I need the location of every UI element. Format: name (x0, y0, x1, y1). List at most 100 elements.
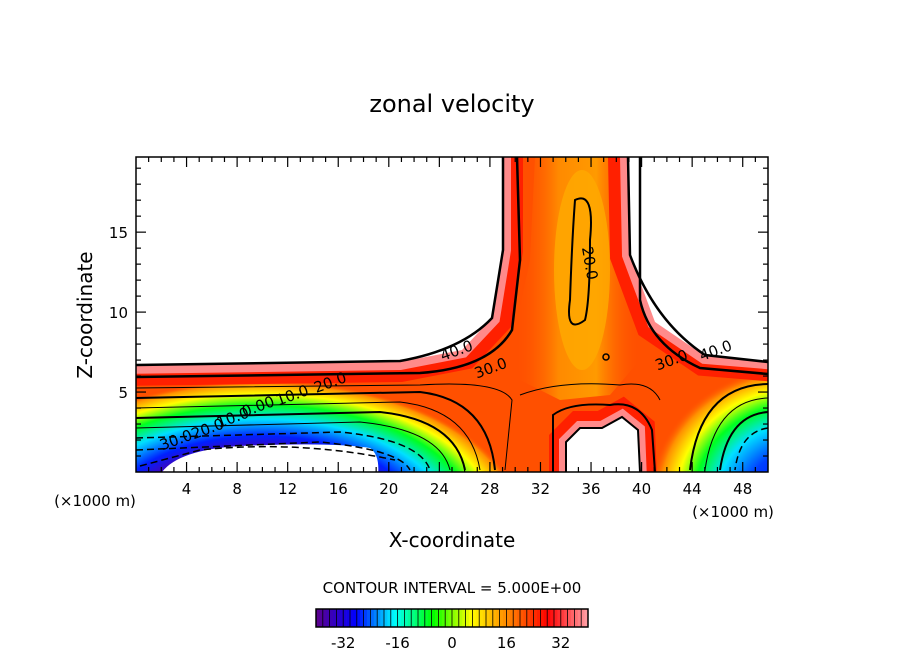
x-tick-label: 8 (232, 480, 242, 498)
colorbar-swatch (571, 609, 575, 627)
colorbar-swatch (475, 609, 480, 627)
colorbar-swatch (326, 609, 330, 627)
contour-interval-text: CONTOUR INTERVAL = 5.000E+00 (323, 579, 582, 597)
colorbar-swatch (506, 609, 511, 627)
colorbar-swatch (496, 609, 500, 627)
colorbar-tick-label: -16 (385, 634, 410, 652)
colorbar-swatch (401, 609, 405, 627)
colorbar-swatch (353, 609, 358, 627)
colorbar-swatch (574, 609, 579, 627)
colorbar-swatch (472, 609, 477, 627)
y-axis-label: Z-coordinate (73, 251, 97, 378)
colorbar-swatch (577, 609, 582, 627)
colorbar-swatch (540, 609, 545, 627)
colorbar-swatch (380, 609, 385, 627)
y-tick-label: 15 (109, 224, 128, 242)
chart-title: zonal velocity (369, 90, 534, 118)
colorbar-swatch (367, 609, 371, 627)
x-tick-label: 24 (430, 480, 449, 498)
colorbar-tick-label: 16 (497, 634, 516, 652)
colorbar-swatch (537, 609, 541, 627)
colorbar-swatch (438, 609, 443, 627)
colorbar-swatch (421, 609, 426, 627)
field-max-core (554, 170, 610, 370)
colorbar-tick-label: -32 (331, 634, 356, 652)
colorbar-swatch (533, 609, 538, 627)
colorbar-swatch (499, 609, 504, 627)
contour-label: 20.0 (578, 245, 602, 281)
colorbar-swatch (516, 609, 521, 627)
colorbar-swatch (336, 609, 341, 627)
colorbar-swatch (373, 609, 378, 627)
x-tick-label: 28 (480, 480, 499, 498)
colorbar-swatch (387, 609, 392, 627)
x-tick-label: 40 (632, 480, 651, 498)
colorbar-swatch (404, 609, 409, 627)
x-tick-label: 12 (278, 480, 297, 498)
colorbar-swatch (584, 609, 589, 627)
colorbar-swatch (414, 609, 419, 627)
x-tick-label: 48 (733, 480, 752, 498)
colorbar-swatch (435, 609, 439, 627)
contour-field: 40.030.020.040.030.020.010.00.0010.020.0… (136, 157, 768, 472)
colorbar-swatch (448, 609, 453, 627)
colorbar-swatch (333, 609, 337, 627)
colorbar-swatch (462, 609, 466, 627)
colorbar-tick-label: 0 (447, 634, 457, 652)
colorbar-swatch (452, 609, 456, 627)
colorbar-swatch (418, 609, 422, 627)
colorbar-swatch (394, 609, 398, 627)
colorbar-frame (315, 608, 589, 628)
colorbar-swatch (520, 609, 524, 627)
y-tick-label: 5 (118, 384, 128, 402)
y-tick-label: 10 (109, 304, 128, 322)
white-region-upper-right (607, 157, 768, 382)
colorbar-swatch (557, 609, 562, 627)
colorbar-swatch (547, 609, 551, 627)
x-tick-label: 36 (581, 480, 600, 498)
colorbar-swatch (489, 609, 494, 627)
x-tick-label: 20 (379, 480, 398, 498)
colorbar-swatch (509, 609, 514, 627)
colorbar-swatch (458, 609, 463, 627)
colorbar-swatch (492, 609, 497, 627)
colorbar-swatch (346, 609, 351, 627)
colorbar-swatch (503, 609, 507, 627)
x-unit-label-right: (×1000 m) (692, 503, 774, 521)
colorbar-swatch (567, 609, 572, 627)
colorbar-swatch (581, 609, 585, 627)
x-tick-label: 16 (329, 480, 348, 498)
colorbar-swatch (424, 609, 429, 627)
x-tick-label: 4 (182, 480, 192, 498)
colorbar-swatch (564, 609, 568, 627)
colorbar-swatch (482, 609, 487, 627)
colorbar-tick-label: 32 (551, 634, 570, 652)
colorbar-swatch (530, 609, 534, 627)
colorbar-swatch (431, 609, 436, 627)
white-region-upper-left (136, 157, 523, 386)
colorbar-swatch (316, 609, 320, 627)
colorbar-swatch (329, 609, 334, 627)
colorbar-swatch (554, 609, 558, 627)
contour-lines (136, 157, 768, 472)
white-region-bottom-left (162, 444, 379, 472)
colorbar-swatch (350, 609, 354, 627)
colorbar-swatch (343, 609, 347, 627)
colorbar-swatch (377, 609, 381, 627)
colorbar-swatch (428, 609, 432, 627)
colorbar-swatch (523, 609, 528, 627)
colorbar-swatch (390, 609, 395, 627)
x-unit-label-left: (×1000 m) (54, 492, 136, 510)
colorbar-swatch (384, 609, 388, 627)
colorbar-swatch (411, 609, 415, 627)
colorbar-swatch (560, 609, 565, 627)
colorbar: -32 -16 0 16 32 (315, 608, 589, 652)
colorbar-swatch (469, 609, 473, 627)
colorbar-swatch (397, 609, 402, 627)
colorbar-swatch (550, 609, 555, 627)
x-axis-label: X-coordinate (389, 528, 516, 552)
colorbar-swatch (370, 609, 375, 627)
colorbar-swatch (455, 609, 460, 627)
colorbar-swatch (526, 609, 531, 627)
